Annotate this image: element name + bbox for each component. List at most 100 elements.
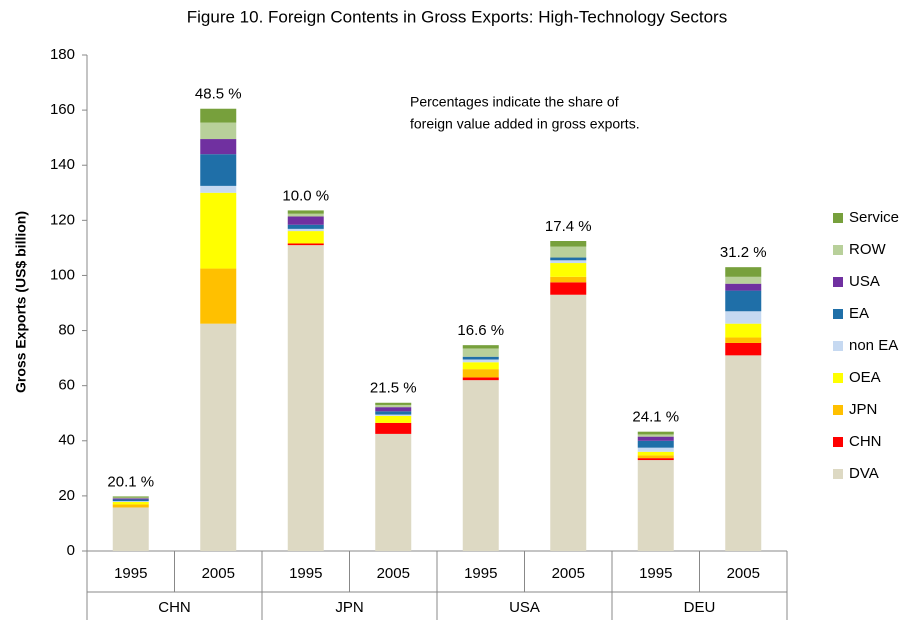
y-tick-label: 160	[50, 101, 75, 118]
bar-label: 21.5 %	[370, 380, 417, 397]
bar-segment	[725, 323, 762, 338]
bar-segment	[200, 122, 237, 140]
bar-segment	[112, 501, 149, 502]
bar-segment	[462, 356, 499, 360]
bar-segment	[375, 404, 412, 408]
bar-segment	[725, 290, 762, 312]
bar-segment	[725, 337, 762, 343]
x-tick-label: 2005	[202, 565, 235, 582]
bar-segment	[287, 228, 324, 232]
legend-swatch	[833, 277, 843, 287]
bar-segment	[637, 447, 674, 452]
bar-segment	[462, 369, 499, 378]
annotation: Percentages indicate the share of	[410, 94, 619, 110]
bar-segment	[637, 460, 674, 551]
y-tick-label: 120	[50, 211, 75, 228]
bar-segment	[200, 139, 237, 155]
bar-segment	[112, 498, 149, 500]
bar-segment	[725, 311, 762, 324]
legend-swatch	[833, 373, 843, 383]
legend-label: CHN	[849, 433, 882, 450]
bar-segment	[287, 231, 324, 244]
bar-segment	[725, 342, 762, 356]
legend-label: DVA	[849, 465, 879, 482]
y-tick-label: 180	[50, 46, 75, 63]
y-tick-label: 60	[58, 377, 75, 394]
bar-segment	[550, 241, 587, 247]
bar-segment	[287, 245, 324, 551]
x-tick-label: 1995	[114, 565, 147, 582]
bar-segment	[637, 458, 674, 461]
bar-label: 24.1 %	[632, 409, 679, 426]
bar-segment	[550, 294, 587, 551]
bar-segment	[200, 192, 237, 269]
bar-segment	[375, 415, 412, 423]
bar-segment	[200, 108, 237, 123]
bar-segment	[550, 246, 587, 258]
bar-segment	[725, 267, 762, 277]
bar-segment	[462, 377, 499, 381]
bar-segment	[200, 323, 237, 551]
bar-segment	[462, 359, 499, 363]
bar-label: 10.0 %	[282, 187, 329, 204]
bar-segment	[637, 451, 674, 456]
bar-segment	[550, 257, 587, 261]
legend-label: EA	[849, 305, 869, 322]
x-tick-label: 2005	[377, 565, 410, 582]
y-tick-label: 0	[67, 542, 75, 559]
bar-segment	[375, 433, 412, 551]
x-group-label: CHN	[158, 599, 191, 616]
bar-segment	[287, 216, 324, 225]
bar-segment	[112, 507, 149, 551]
bar-segment	[200, 154, 237, 186]
legend-label: USA	[849, 273, 880, 290]
legend-label: OEA	[849, 369, 881, 386]
bar-label: 31.2 %	[720, 244, 767, 261]
chart-title: Figure 10. Foreign Contents in Gross Exp…	[187, 7, 727, 26]
x-group-label: JPN	[335, 599, 363, 616]
bar-segment	[287, 224, 324, 229]
bar-segment	[375, 414, 412, 416]
legend-swatch	[833, 341, 843, 351]
bar-segment	[287, 243, 324, 246]
bar-segment	[637, 455, 674, 459]
legend-swatch	[833, 469, 843, 479]
bar-segment	[462, 345, 499, 349]
annotation: foreign value added in gross exports.	[410, 116, 640, 132]
y-tick-label: 140	[50, 156, 75, 173]
bar-segment	[462, 380, 499, 551]
bar-segment	[375, 422, 412, 434]
bar-segment	[462, 348, 499, 357]
bar-segment	[375, 411, 412, 415]
bar-segment	[200, 185, 237, 193]
legend-swatch	[833, 309, 843, 319]
bar-segment	[462, 362, 499, 370]
y-axis-label: Gross Exports (US$ billion)	[13, 211, 29, 393]
bar-segment	[637, 431, 674, 435]
bar-segment	[637, 436, 674, 441]
bar-label: 48.5 %	[195, 86, 242, 103]
bar-segment	[112, 501, 149, 505]
bar-label: 16.6 %	[457, 322, 504, 339]
x-group-label: DEU	[684, 599, 716, 616]
bar-segment	[375, 407, 412, 412]
bar-segment	[637, 434, 674, 437]
x-tick-label: 1995	[639, 565, 672, 582]
legend-swatch	[833, 437, 843, 447]
bar-label: 17.4 %	[545, 218, 592, 235]
bar-segment	[550, 276, 587, 283]
bar-segment	[725, 355, 762, 551]
bar-segment	[112, 504, 149, 508]
legend-swatch	[833, 245, 843, 255]
bar-segment	[112, 499, 149, 502]
bar-segment	[287, 210, 324, 214]
bar-segment	[550, 263, 587, 277]
legend-swatch	[833, 213, 843, 223]
legend-label: non EA	[849, 337, 898, 354]
x-group-label: USA	[509, 599, 540, 616]
y-tick-label: 40	[58, 432, 75, 449]
bar-segment	[287, 213, 324, 217]
bar-segment	[725, 276, 762, 284]
bar-segment	[375, 402, 412, 405]
